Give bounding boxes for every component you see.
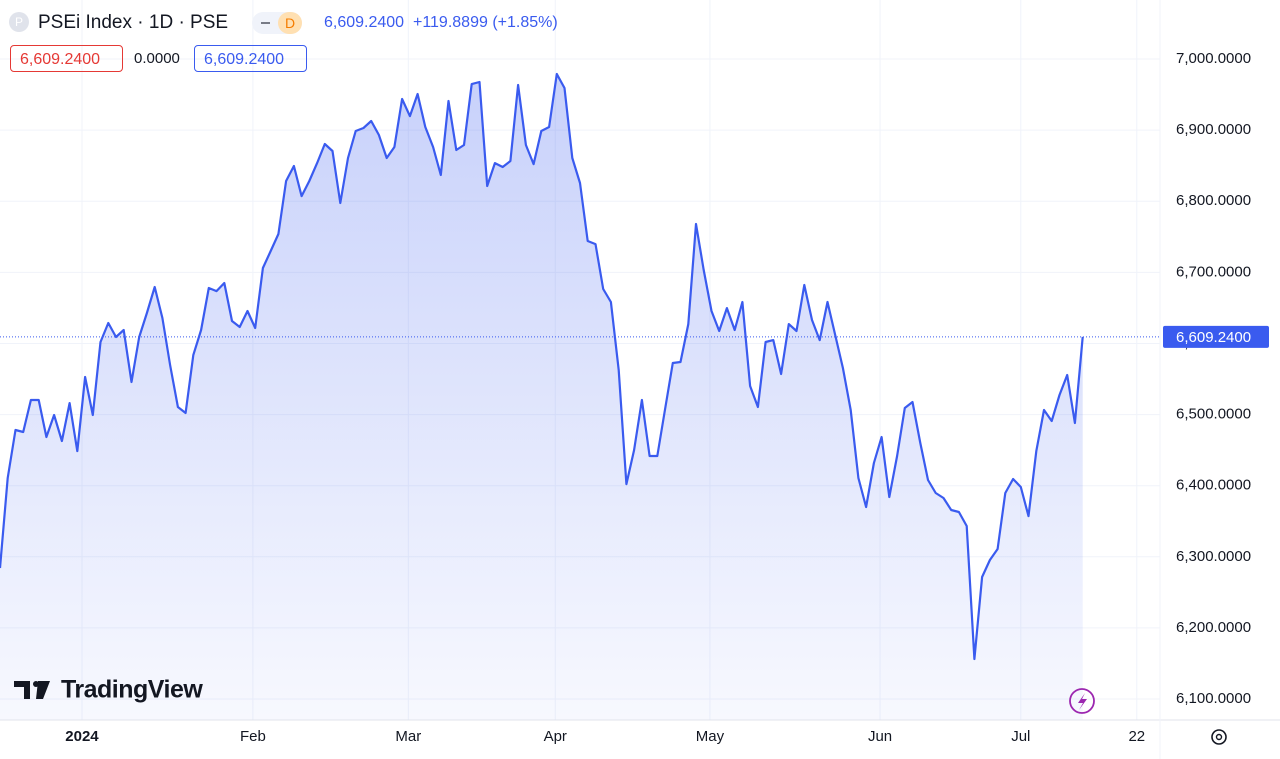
badge-dash: [261, 22, 270, 24]
y-tick-label: 6,800.0000: [1176, 192, 1251, 209]
settings-icon: [1211, 729, 1227, 745]
change-percent: (+1.85%): [492, 14, 558, 31]
ask-box[interactable]: 6,609.2400: [194, 45, 307, 72]
x-tick-label: Jul: [1011, 728, 1030, 745]
y-tick-label: 6,900.0000: [1176, 121, 1251, 138]
y-tick-label: 6,200.0000: [1176, 619, 1251, 636]
x-tick-label: 22: [1128, 728, 1145, 745]
y-tick-label: 6,300.0000: [1176, 548, 1251, 565]
last-price: 6,609.2400: [324, 14, 405, 31]
settings-icon[interactable]: [1211, 729, 1227, 745]
price-tag-label: 6,609.2400: [1176, 329, 1251, 346]
x-tick-label: Jun: [868, 728, 892, 745]
area-fill: [0, 74, 1083, 720]
x-tick-label: Feb: [240, 728, 266, 745]
y-tick-label: 6,100.0000: [1176, 690, 1251, 707]
y-tick-label: 6,400.0000: [1176, 477, 1251, 494]
price-tag: [1163, 325, 1269, 348]
symbol-icon: P: [9, 12, 29, 32]
x-tick-label: May: [696, 728, 725, 745]
price-line: [0, 72, 1084, 661]
lightning-icon: [1078, 693, 1087, 710]
spread: 0.0000: [134, 50, 180, 67]
y-tick-label: 6,500.0000: [1176, 406, 1251, 423]
bid-box[interactable]: 6,609.2400: [10, 45, 123, 72]
logo: TradingView: [14, 676, 204, 704]
logo-mark: [14, 681, 50, 699]
x-tick-label: 2024: [65, 728, 99, 745]
y-tick-label: 7,000.0000: [1176, 50, 1251, 67]
settings-icon: [1215, 733, 1223, 741]
quote: 6,609.2400 +119.8899 (+1.85%): [324, 14, 558, 32]
y-tick-label: 6,700.0000: [1176, 263, 1251, 280]
badge: D: [252, 12, 302, 34]
symbol[interactable]: PSEi Index · 1D · PSE: [38, 12, 229, 33]
badge-letter: D: [278, 12, 302, 34]
change: +119.8899: [412, 14, 488, 31]
lightning-icon[interactable]: [1069, 688, 1095, 714]
logo-text: TradingView: [61, 676, 203, 704]
x-tick-label: Mar: [395, 728, 421, 745]
logo-mark: [33, 681, 39, 687]
x-tick-label: Apr: [544, 728, 567, 745]
